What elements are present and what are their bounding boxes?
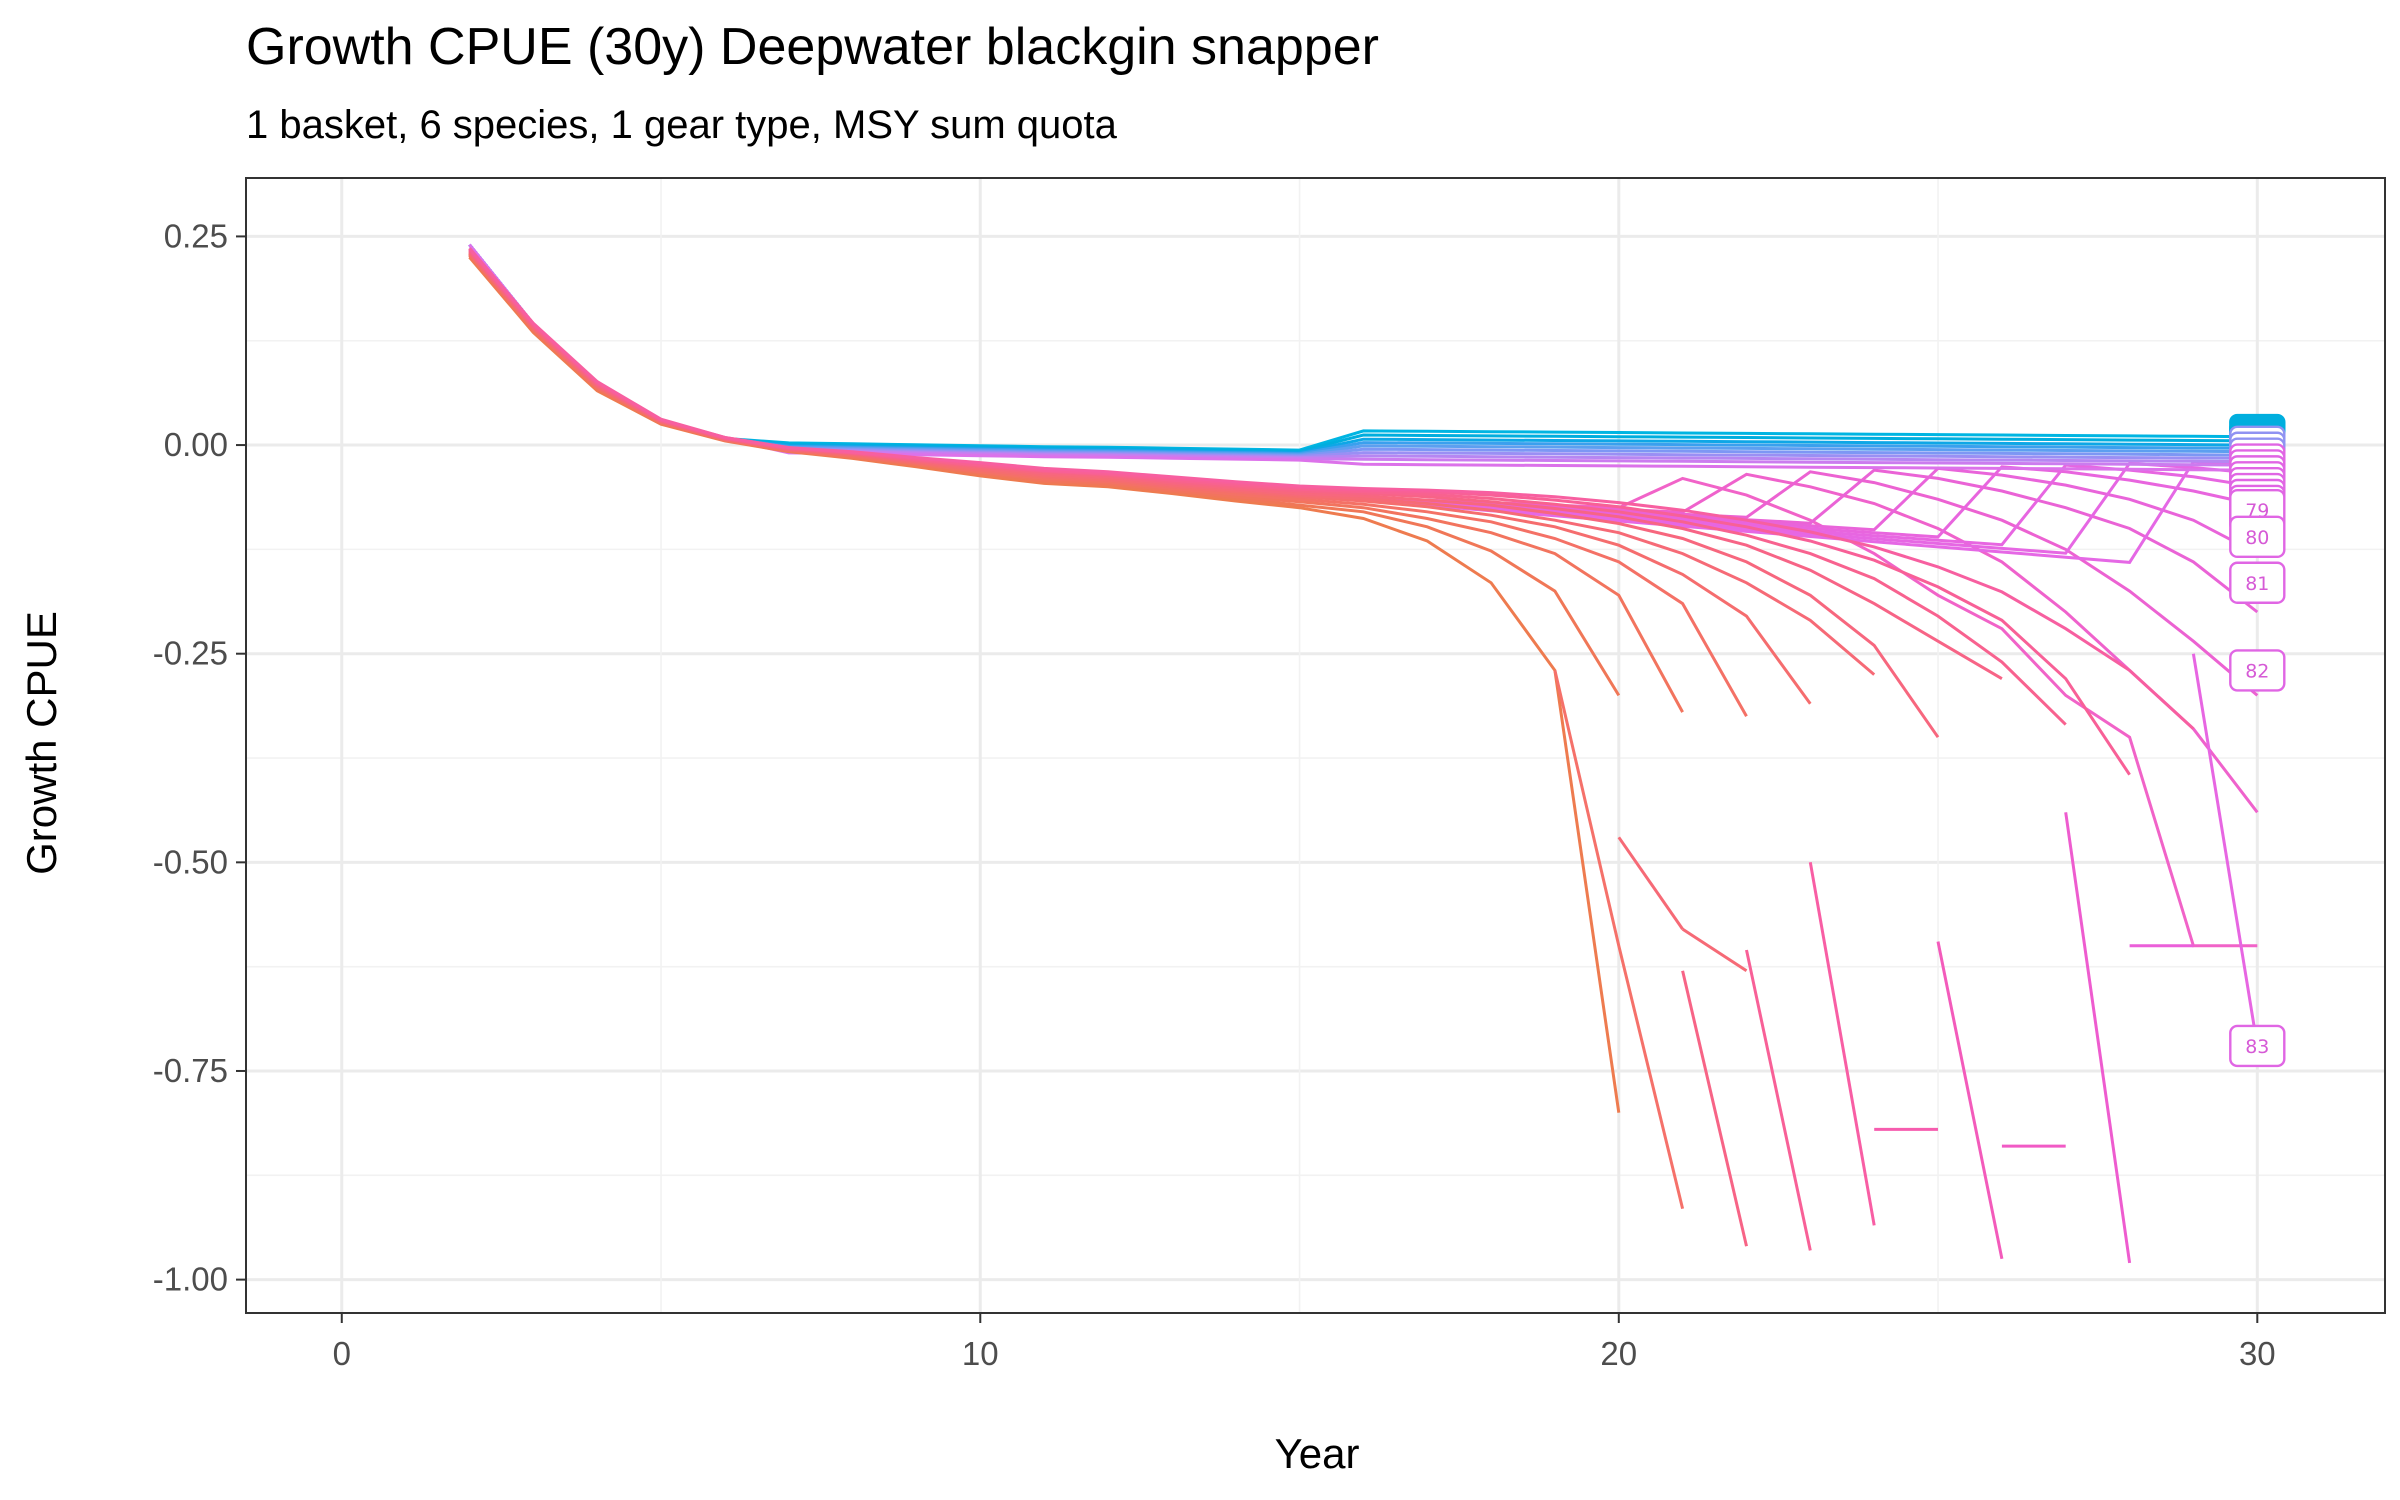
- series-line: [468, 243, 2258, 460]
- end-label-box: [2229, 649, 2286, 692]
- series-line: [468, 243, 2258, 452]
- x-axis-title: Year: [1275, 1430, 1360, 1477]
- y-tick-label: 0.00: [164, 426, 228, 463]
- x-tick-label: 30: [2239, 1335, 2276, 1372]
- series-line: [468, 243, 2258, 453]
- grid-lines: [246, 178, 2385, 1313]
- series-line: [468, 243, 2258, 948]
- y-axis-title: Growth CPUE: [18, 611, 65, 875]
- series-line: [1808, 862, 1876, 1226]
- y-tick-label: -0.75: [153, 1052, 228, 1089]
- series-line: [468, 243, 2258, 457]
- series-line: [468, 243, 2259, 814]
- series-line: [1681, 927, 1748, 973]
- chart-subtitle: 1 basket, 6 species, 1 gear type, MSY su…: [246, 103, 1118, 147]
- end-label-text: 81: [2245, 573, 2269, 595]
- series-line: [1553, 670, 1685, 1210]
- series-line: [1681, 970, 1748, 1247]
- x-tick-label: 10: [962, 1335, 999, 1372]
- y-tick-label: 0.25: [164, 217, 228, 254]
- end-label-text: 83: [2245, 1036, 2269, 1058]
- x-tick-label: 0: [333, 1335, 351, 1372]
- panel-border: [245, 177, 2386, 1314]
- end-label-text: 82: [2245, 660, 2269, 682]
- series-line: [1617, 836, 1684, 930]
- series-line: [468, 243, 2258, 456]
- y-tick-label: -0.25: [153, 635, 228, 672]
- series-line: [468, 243, 2259, 614]
- x-tick-label: 20: [1600, 1335, 1637, 1372]
- chart-title: Growth CPUE (30y) Deepwater blackgin sna…: [246, 18, 1379, 76]
- end-label-box: [2229, 561, 2286, 604]
- series-line: [468, 243, 2258, 458]
- end-label-box: [2229, 515, 2286, 559]
- series-line: [1936, 941, 2004, 1260]
- series-line: [468, 256, 1621, 1113]
- series-line: [468, 243, 2258, 464]
- series-line: [468, 243, 2258, 455]
- end-label-box: [2229, 1024, 2286, 1068]
- series-line: [2191, 653, 2259, 1047]
- series-line: [468, 247, 2195, 730]
- axes: 0.25 0.00 -0.25 -0.50 -0.75 -1.00 0 10 20 30: [153, 217, 2276, 1372]
- end-label-text: 80: [2245, 527, 2269, 549]
- plot-area: [468, 243, 2259, 1264]
- y-tick-label: -1.00: [153, 1261, 228, 1298]
- series-line: [2064, 812, 2132, 1264]
- series-line: [1745, 949, 1812, 1251]
- series-line: [468, 249, 2003, 680]
- y-tick-label: -0.50: [153, 843, 228, 880]
- series-line: [468, 251, 1876, 676]
- series-line: [468, 243, 2259, 697]
